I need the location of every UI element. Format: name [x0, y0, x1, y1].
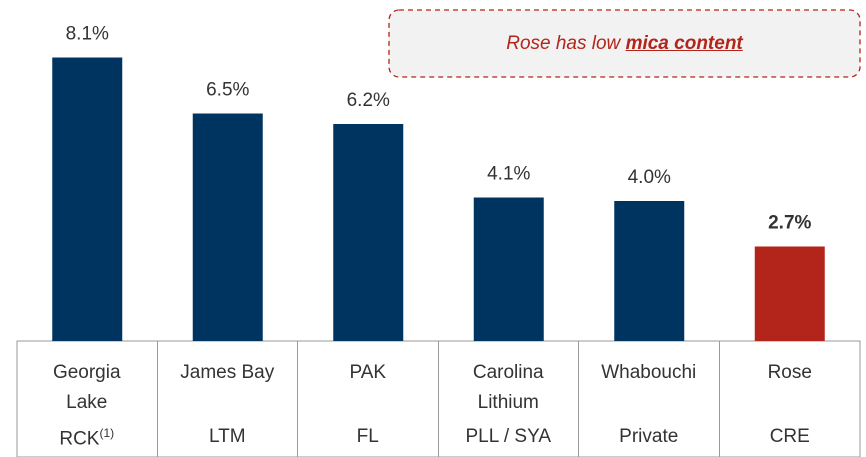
bar: [614, 201, 685, 341]
value-label: 8.1%: [66, 24, 109, 45]
annotation-emphasis: mica content: [625, 33, 743, 54]
category-label: PAK: [349, 362, 387, 383]
table-frame: [16, 340, 861, 457]
ticker-cell: CRE: [720, 426, 861, 448]
ticker-label: RCK: [59, 428, 100, 450]
ticker-cell: RCK(1): [17, 426, 157, 450]
category-label: James Bay: [180, 362, 275, 383]
ticker-label: PLL / SYA: [465, 426, 552, 447]
category-label: Georgia Lake: [52, 362, 121, 413]
ticker-cell: Private: [579, 426, 719, 448]
table-cell: Georgia Lake RCK(1): [17, 341, 158, 457]
category-label: Carolina Lithium: [472, 362, 544, 413]
value-label: 4.0%: [628, 167, 671, 188]
table-cell: Carolina Lithium PLL / SYA: [439, 341, 579, 457]
ticker-label: CRE: [769, 426, 810, 447]
footnote-marker: (1): [99, 426, 115, 440]
category-label: Rose: [767, 362, 812, 383]
annotation-box: [388, 9, 861, 78]
value-label: 4.1%: [487, 164, 530, 185]
value-label: 6.2%: [347, 90, 390, 111]
bar: [52, 57, 123, 341]
table-cell: PAK FL: [298, 341, 439, 457]
table-cell: Rose CRE: [720, 341, 861, 457]
bar: [192, 113, 263, 341]
ticker-cell: FL: [298, 426, 438, 448]
bar: [754, 246, 825, 341]
value-label: 6.5%: [206, 80, 249, 101]
annotation: Rose has low mica content: [389, 10, 860, 77]
value-label: 2.7%: [768, 213, 811, 234]
ticker-label: LTM: [208, 426, 246, 447]
annotation-text: Rose has low: [506, 33, 626, 54]
bar: [473, 197, 544, 341]
category-label: Whabouchi: [601, 362, 697, 383]
bar: [333, 124, 404, 341]
ticker-cell: LTM: [158, 426, 298, 448]
table-cell: Whabouchi Private: [579, 341, 720, 457]
ticker-label: FL: [356, 426, 379, 447]
ticker-label: Private: [619, 426, 679, 447]
table-cell: James Bay LTM: [158, 341, 298, 457]
ticker-cell: PLL / SYA: [439, 426, 579, 448]
